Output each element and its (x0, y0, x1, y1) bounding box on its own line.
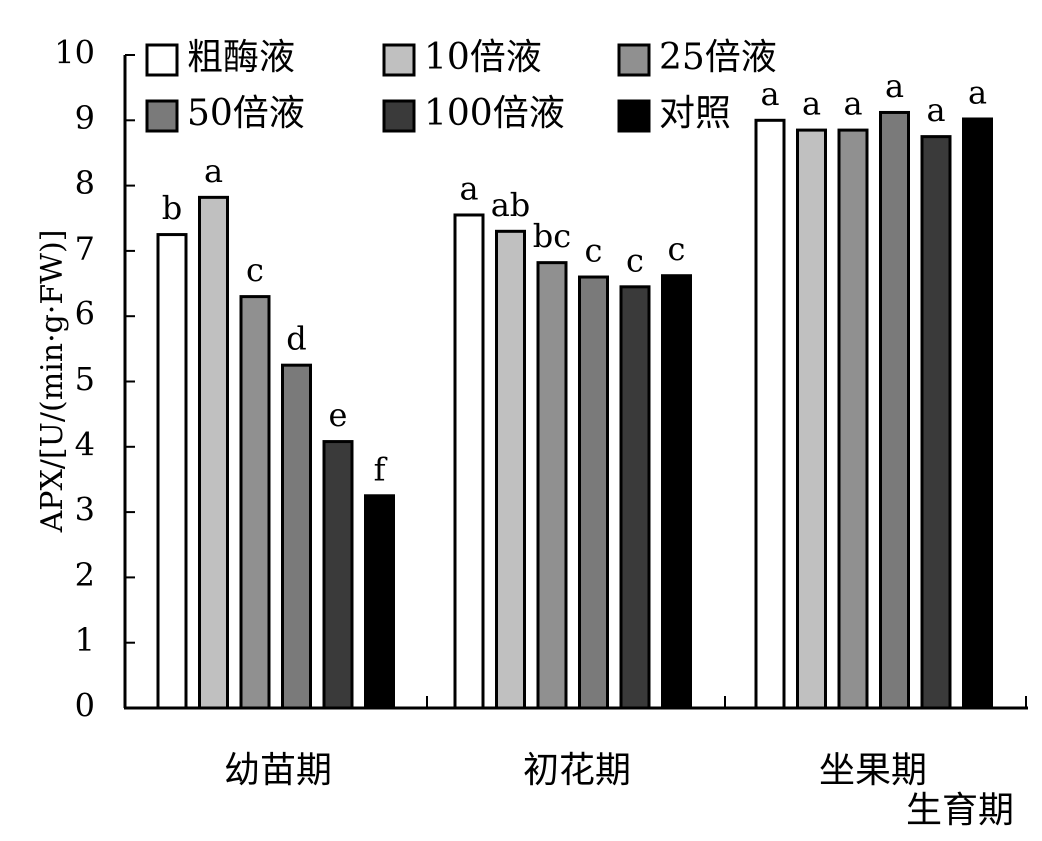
significance-label: bc (533, 217, 571, 255)
bar (661, 274, 692, 710)
y-tick-label: 7 (75, 229, 95, 267)
legend-label: 10倍液 (424, 37, 542, 78)
bar (495, 229, 526, 710)
significance-label: c (668, 230, 686, 268)
significance-label: a (843, 85, 862, 123)
y-ticks: 0 1 2 3 4 5 6 7 8 9 10 (54, 34, 135, 725)
significance-label: a (968, 73, 987, 111)
y-tick-label: 2 (75, 556, 95, 594)
category-labels: 幼苗期 初花期 坐果期 (224, 750, 927, 791)
legend-swatch (382, 43, 416, 77)
bar (322, 440, 354, 710)
legend-label: 100倍液 (424, 93, 565, 134)
x-ticks (426, 696, 1027, 708)
y-tick-label: 10 (54, 34, 95, 72)
y-axis-label: APX/[U/(min·g·FW)] (35, 230, 70, 534)
legend-label: 25倍液 (659, 37, 777, 78)
bar (156, 233, 188, 710)
significance-label: c (626, 241, 644, 279)
significance-label: a (459, 169, 478, 207)
legend-swatch (145, 43, 179, 77)
legend-swatch (382, 99, 416, 133)
significance-label: d (286, 320, 306, 358)
bar (920, 135, 952, 710)
bar (837, 128, 869, 710)
bar (796, 128, 827, 710)
legend-label: 50倍液 (187, 93, 305, 134)
significance-label: a (760, 75, 779, 113)
y-tick-label: 3 (75, 491, 95, 529)
bar (879, 110, 910, 710)
y-tick-label: 5 (75, 360, 95, 398)
bars (156, 110, 993, 710)
bar (198, 195, 229, 710)
significance-label: b (162, 189, 182, 227)
y-tick-label: 0 (75, 687, 95, 725)
y-tick-label: 8 (75, 164, 95, 202)
bar (536, 261, 568, 710)
bar (962, 117, 993, 710)
significance-label: f (374, 450, 388, 488)
legend-swatch (617, 99, 651, 133)
category-label: 初花期 (523, 750, 631, 791)
y-tick-label: 1 (75, 621, 95, 659)
legend-label: 粗酶液 (187, 37, 295, 78)
significance-label: c (246, 251, 264, 289)
category-label: 幼苗期 (224, 750, 332, 791)
x-axis-label: 生育期 (906, 790, 1014, 831)
significance-label: a (802, 85, 821, 123)
significance-label: a (885, 67, 904, 105)
bar (754, 118, 786, 710)
significance-label: c (585, 232, 603, 270)
bar (239, 295, 271, 710)
significance-label: a (204, 152, 223, 190)
significance-label: e (329, 396, 348, 434)
bar (578, 275, 609, 710)
significance-label: ab (491, 186, 531, 224)
bar (281, 363, 312, 710)
y-tick-label: 4 (75, 425, 95, 463)
legend-swatch (145, 99, 179, 133)
y-tick-label: 6 (75, 295, 95, 333)
bar (619, 285, 651, 710)
legend: 粗酶液 10倍液 25倍液 50倍液 100倍液 对照 (145, 37, 777, 134)
bar (364, 494, 395, 710)
legend-swatch (617, 43, 651, 77)
legend-label: 对照 (659, 93, 731, 134)
significance-label: a (926, 91, 945, 129)
y-tick-label: 9 (75, 99, 95, 137)
category-label: 坐果期 (819, 750, 927, 791)
bar (453, 213, 485, 710)
